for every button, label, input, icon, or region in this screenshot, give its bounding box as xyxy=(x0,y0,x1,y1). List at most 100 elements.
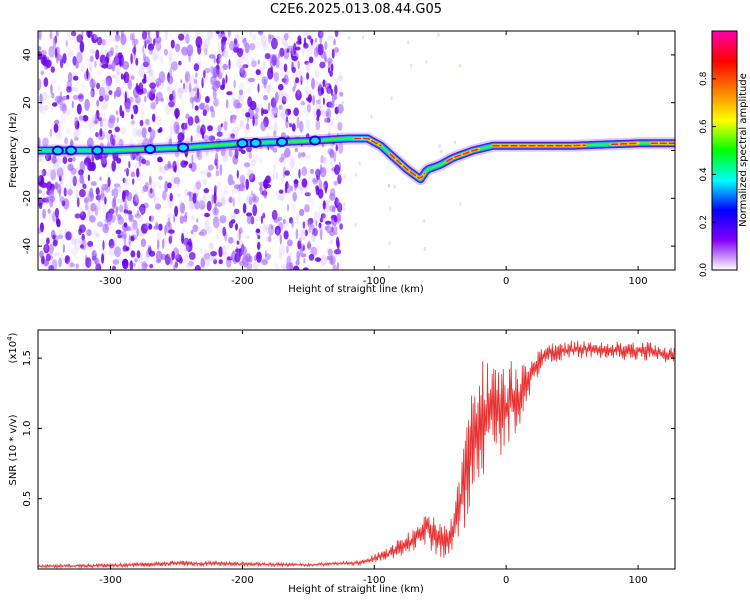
noise-speck xyxy=(79,244,85,249)
noise-speck xyxy=(154,180,161,187)
noise-speck xyxy=(142,44,145,54)
noise-speck xyxy=(108,90,113,95)
noise-speck xyxy=(50,245,53,258)
noise-speck xyxy=(127,79,133,90)
noise-speck xyxy=(313,112,317,117)
noise-speck xyxy=(311,230,316,236)
noise-speck xyxy=(76,197,80,208)
noise-speck xyxy=(252,34,257,41)
noise-speck xyxy=(254,41,261,49)
noise-speck xyxy=(277,90,284,101)
noise-speck xyxy=(268,224,274,236)
noise-speck xyxy=(198,200,206,210)
noise-speck xyxy=(187,116,194,126)
signal-peak-4 xyxy=(610,142,639,146)
noise-speck xyxy=(242,181,245,188)
noise-speck xyxy=(233,43,240,49)
noise-speck xyxy=(228,196,234,203)
noise-speck xyxy=(231,194,234,204)
noise-speck xyxy=(304,204,310,213)
noise-speck xyxy=(210,65,214,74)
noise-speck xyxy=(110,31,116,38)
noise-speck xyxy=(274,156,281,161)
noise-speck xyxy=(188,50,191,63)
noise-speck xyxy=(65,231,72,241)
noise-speck xyxy=(275,171,278,180)
noise-speck xyxy=(87,240,94,247)
noise-speck xyxy=(137,229,143,236)
noise-speck xyxy=(338,71,343,80)
noise-speck xyxy=(199,170,207,175)
noise-speck xyxy=(256,241,261,250)
noise-speck xyxy=(58,230,63,242)
spectrogram-y-tick-label: -20 xyxy=(22,190,33,206)
noise-speck xyxy=(242,64,249,69)
noise-speck xyxy=(407,40,410,45)
noise-speck xyxy=(194,115,200,124)
noise-speck xyxy=(153,192,156,202)
noise-speck xyxy=(229,40,235,51)
noise-speck xyxy=(122,198,129,208)
noise-speck xyxy=(320,155,324,164)
noise-speck xyxy=(187,191,194,196)
noise-speck xyxy=(189,96,194,104)
noise-speck xyxy=(225,74,228,84)
noise-speck xyxy=(76,34,83,43)
snr-x-label: Height of straight line (km) xyxy=(288,584,424,595)
noise-speck xyxy=(330,63,334,72)
colorbar-tick-label: 0.6 xyxy=(699,119,709,134)
noise-speck xyxy=(290,185,293,192)
noise-speck xyxy=(309,191,312,203)
noise-speck xyxy=(179,215,185,224)
noise-speck xyxy=(66,128,71,135)
noise-speck xyxy=(172,160,177,173)
noise-speck xyxy=(104,94,110,102)
noise-speck xyxy=(337,121,343,131)
signal-peak-0 xyxy=(353,137,382,147)
noise-speck xyxy=(305,118,310,130)
noise-speck xyxy=(223,186,228,196)
noise-speck xyxy=(89,122,92,132)
noise-speck xyxy=(281,95,287,105)
noise-speck xyxy=(160,58,164,65)
noise-speck xyxy=(216,80,221,88)
noise-speck xyxy=(181,46,189,56)
noise-speck xyxy=(136,227,139,237)
noise-speck xyxy=(138,66,144,78)
noise-speck xyxy=(293,42,297,55)
noise-speck xyxy=(257,83,260,93)
noise-speck xyxy=(319,36,323,44)
noise-speck xyxy=(181,232,185,245)
noise-speck xyxy=(130,114,134,120)
noise-speck xyxy=(185,74,191,86)
noise-speck xyxy=(193,63,200,72)
noise-speck xyxy=(102,101,109,110)
noise-speck xyxy=(320,213,326,219)
noise-speck xyxy=(453,140,457,145)
noise-speck xyxy=(115,72,121,84)
noise-speck xyxy=(86,229,92,237)
noise-speck xyxy=(149,264,154,269)
noise-speck xyxy=(272,173,275,181)
noise-speck xyxy=(227,132,232,138)
noise-speck xyxy=(130,171,136,178)
noise-speck xyxy=(253,113,259,120)
snr-y-axis: 0.5 1.0 1.5 xyxy=(22,350,675,507)
noise-speck xyxy=(156,55,164,62)
noise-speck xyxy=(325,220,332,225)
noise-speck xyxy=(192,193,197,204)
snr-y-tick-label: 1.5 xyxy=(22,350,33,366)
noise-speck xyxy=(291,123,296,132)
noise-speck xyxy=(318,222,322,229)
noise-speck xyxy=(308,56,314,64)
noise-speck xyxy=(243,162,251,168)
noise-speck xyxy=(97,191,101,203)
noise-speck xyxy=(310,38,313,46)
noise-speck xyxy=(251,60,257,68)
noise-speck xyxy=(246,146,252,153)
noise-speck xyxy=(227,31,231,38)
noise-speck xyxy=(128,96,134,103)
noise-speck xyxy=(132,127,139,138)
noise-speck xyxy=(177,87,183,100)
noise-speck xyxy=(273,163,277,175)
